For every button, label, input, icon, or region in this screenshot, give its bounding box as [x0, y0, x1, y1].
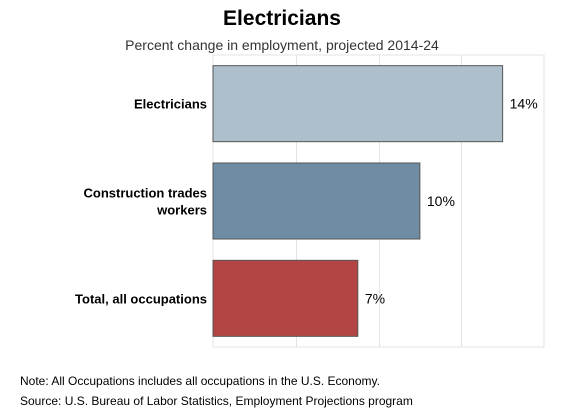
category-label-line: Electricians: [134, 97, 207, 112]
category-label-3: Total, all occupations: [75, 291, 207, 306]
bar-chart: 14% Electricians 10% Construction trades wor…: [75, 54, 545, 348]
category-label-line: Total, all occupations: [75, 291, 207, 306]
chart-note: Note: All Occupations includes all occup…: [20, 374, 380, 388]
value-label-1: 14%: [510, 96, 538, 112]
value-label-3: 7%: [365, 290, 385, 306]
bar-1: [212, 65, 504, 143]
category-label-2: Construction trades workers: [83, 186, 207, 218]
bar-2: [212, 162, 421, 240]
bar-3: [212, 259, 359, 337]
chart-subtitle: Percent change in employment, projected …: [125, 37, 439, 53]
category-label-line: Construction trades: [83, 186, 207, 201]
category-label-line: workers: [156, 203, 207, 218]
chart-title: Electricians: [223, 7, 341, 30]
value-label-2: 10%: [427, 193, 455, 209]
category-label-1: Electricians: [134, 97, 207, 112]
chart-source: Source: U.S. Bureau of Labor Statistics,…: [20, 394, 413, 408]
